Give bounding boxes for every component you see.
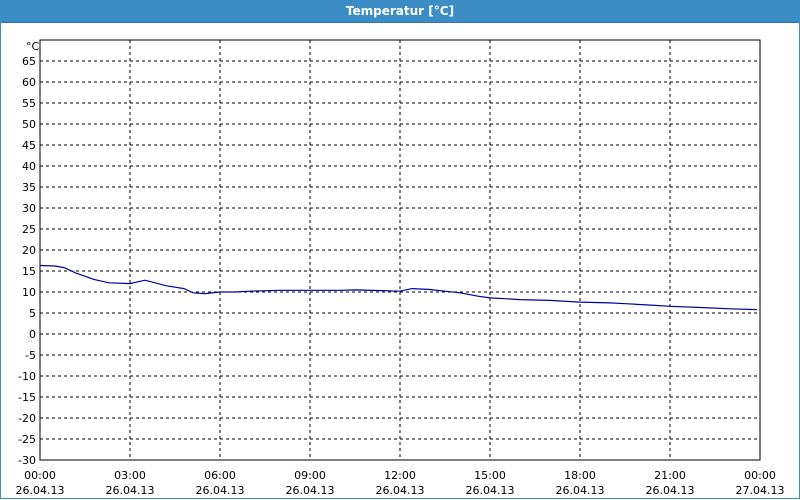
y-tick-label: 30 xyxy=(22,202,36,215)
series-line-temperature xyxy=(39,264,758,311)
y-tick-label: 55 xyxy=(22,97,36,110)
x-tick-time-label: 18:00 xyxy=(564,469,596,482)
x-tick-time-label: 03:00 xyxy=(114,469,146,482)
y-tick-label: -30 xyxy=(18,454,36,467)
x-tick-time-label: 00:00 xyxy=(744,469,776,482)
x-tick-date-label: 26.04.13 xyxy=(646,484,695,497)
x-tick-date-label: 26.04.13 xyxy=(196,484,245,497)
x-tick-time-label: 09:00 xyxy=(294,469,326,482)
y-tick-label: -10 xyxy=(18,370,36,383)
y-axis-ticks: 65605550454035302520151050-5-10-15-20-25… xyxy=(18,55,36,467)
y-tick-label: 60 xyxy=(22,76,36,89)
y-tick-label: 10 xyxy=(22,286,36,299)
x-tick-time-label: 15:00 xyxy=(474,469,506,482)
grid-lines xyxy=(40,40,760,460)
y-tick-label: 0 xyxy=(29,328,36,341)
x-tick-time-label: 21:00 xyxy=(654,469,686,482)
y-tick-label: 45 xyxy=(22,139,36,152)
x-tick-time-label: 00:00 xyxy=(24,469,56,482)
x-tick-date-label: 26.04.13 xyxy=(376,484,425,497)
y-tick-label: 65 xyxy=(22,55,36,68)
x-tick-time-label: 12:00 xyxy=(384,469,416,482)
x-tick-time-label: 06:00 xyxy=(204,469,236,482)
x-tick-date-label: 26.04.13 xyxy=(286,484,335,497)
x-axis-ticks: 00:00 26.04.13 03:00 26.04.13 06:00 26.04.13 0… xyxy=(16,469,785,497)
y-tick-label: 25 xyxy=(22,223,36,236)
x-tick-date-label: 26.04.13 xyxy=(556,484,605,497)
y-tick-label: 35 xyxy=(22,181,36,194)
x-tick-date-label: 26.04.13 xyxy=(106,484,155,497)
y-tick-label: -20 xyxy=(18,412,36,425)
x-tick-date-label: 27.04.13 xyxy=(736,484,785,497)
chart-title-bar: Temperatur [°C] xyxy=(0,0,800,23)
y-tick-label: 5 xyxy=(29,307,36,320)
y-tick-label: -5 xyxy=(25,349,36,362)
y-tick-label: 50 xyxy=(22,118,36,131)
y-tick-label: -25 xyxy=(18,433,36,446)
y-tick-label: 40 xyxy=(22,160,36,173)
y-axis-unit-label: °C xyxy=(26,40,40,53)
y-tick-label: 20 xyxy=(22,244,36,257)
x-tick-date-label: 26.04.13 xyxy=(16,484,65,497)
y-tick-label: -15 xyxy=(18,391,36,404)
chart-title: Temperatur [°C] xyxy=(345,4,455,18)
x-tick-date-label: 26.04.13 xyxy=(466,484,515,497)
y-tick-label: 15 xyxy=(22,265,36,278)
